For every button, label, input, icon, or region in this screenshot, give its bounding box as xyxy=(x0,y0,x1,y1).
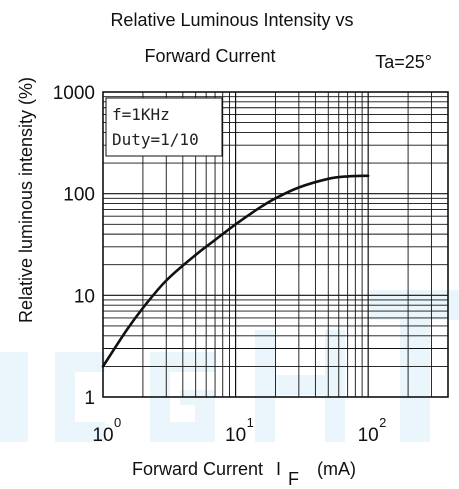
temperature-condition: Ta=25° xyxy=(375,52,432,72)
x-axis-label-group: Forward Current I F (mA) xyxy=(132,459,356,489)
x-axis-label: Forward Current xyxy=(132,459,263,479)
x-tick-label: 10 xyxy=(92,425,113,446)
chart-title-line-2: Forward Current xyxy=(144,46,275,66)
x-axis-symbol: I xyxy=(276,459,281,479)
plot-frame xyxy=(102,91,449,398)
legend-frequency: f=1KHz xyxy=(112,105,170,124)
watermark-shape xyxy=(0,352,28,442)
x-tick-exponent: 0 xyxy=(114,415,121,430)
series-line xyxy=(101,174,370,368)
x-tick-exponent: 2 xyxy=(379,415,386,430)
curve-layer xyxy=(101,174,370,368)
legend-box xyxy=(105,97,223,157)
x-axis-subscript: F xyxy=(288,469,299,489)
legend-duty: Duty=1/10 xyxy=(112,130,199,149)
x-tick-label: 10 xyxy=(358,425,379,446)
y-tick-label: 1 xyxy=(84,388,95,409)
y-axis-label: Relative luminous intensity (%) xyxy=(16,77,36,323)
chart-title-line-1: Relative Luminous Intensity vs xyxy=(110,10,353,30)
y-tick-label: 10 xyxy=(74,286,95,307)
watermark-shape xyxy=(255,330,345,442)
y-tick-label: 100 xyxy=(63,185,95,206)
watermark-shape xyxy=(400,320,430,442)
watermark-shape xyxy=(55,352,105,442)
x-tick-exponent: 1 xyxy=(247,415,254,430)
x-axis-unit: (mA) xyxy=(317,459,356,479)
y-tick-label: 1000 xyxy=(53,83,95,104)
x-tick-label: 10 xyxy=(225,425,246,446)
